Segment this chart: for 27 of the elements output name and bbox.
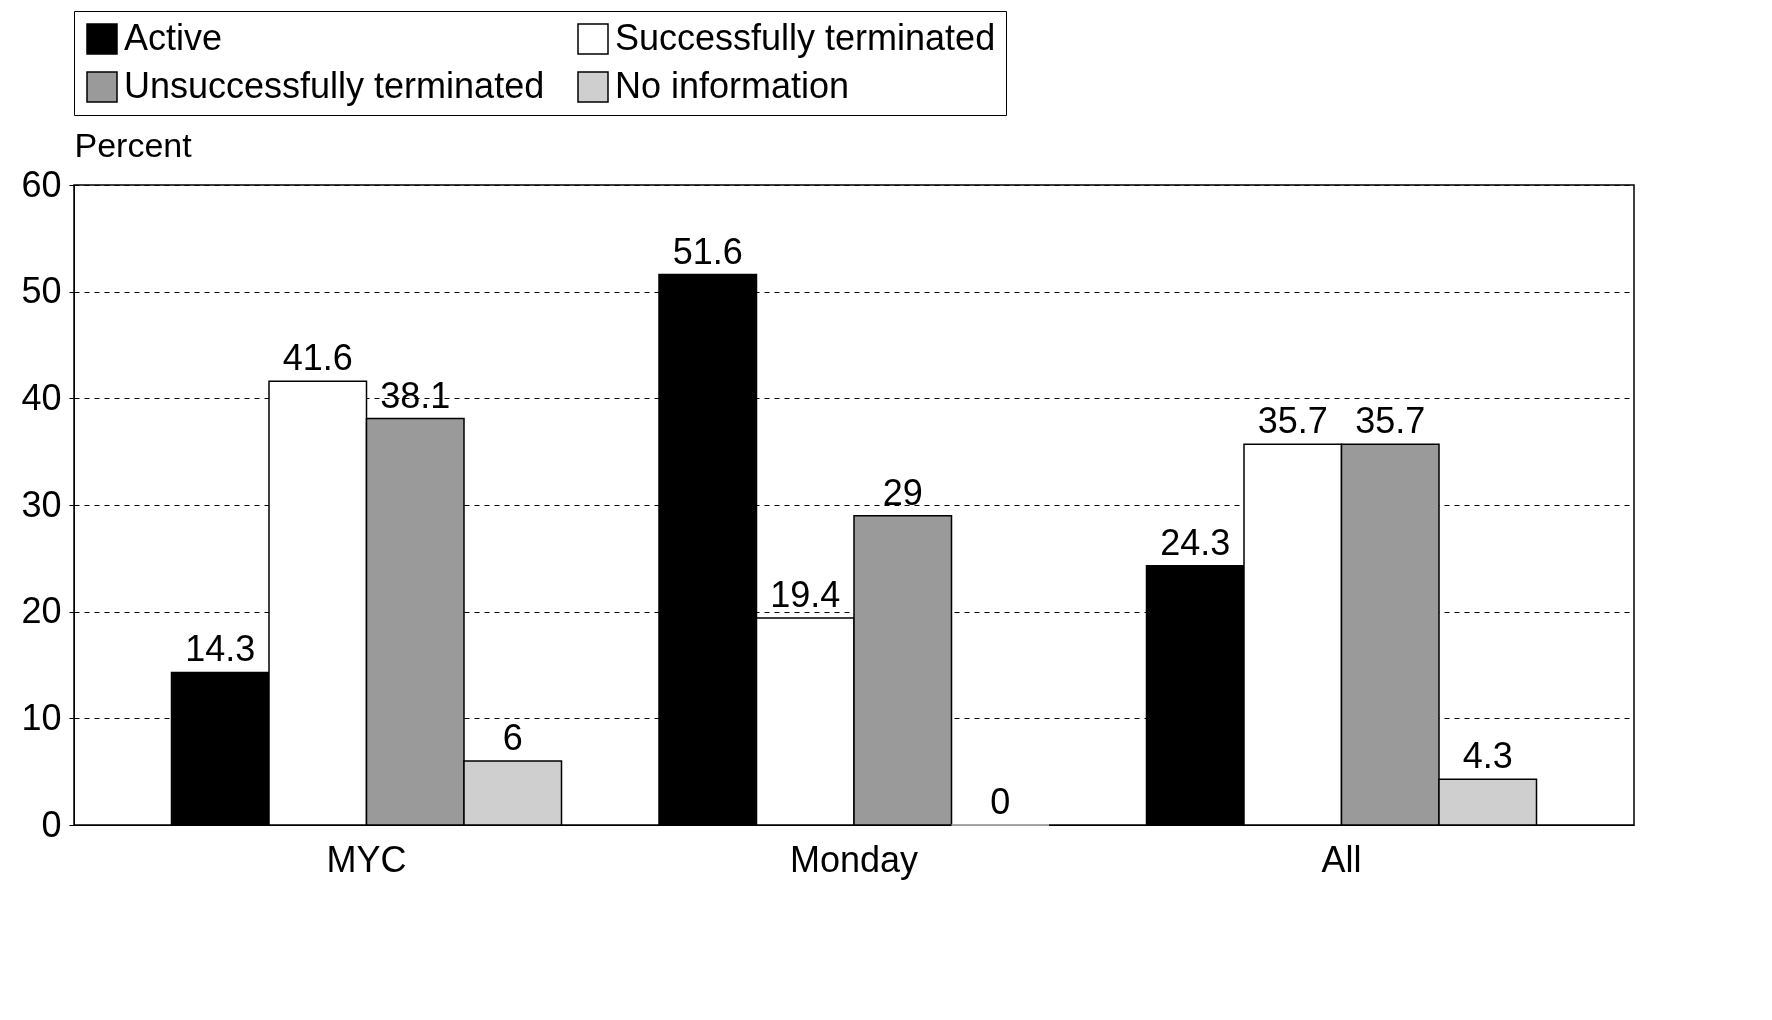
y-tick-label: 30: [21, 483, 62, 525]
x-tick-label: Monday: [789, 838, 919, 880]
data-label: 29: [882, 471, 923, 513]
data-label: 24.3: [1160, 521, 1231, 563]
data-label: 38.1: [380, 374, 451, 416]
data-label: 35.7: [1355, 400, 1426, 442]
y-tick-label: 0: [41, 803, 62, 845]
x-tick-label: MYC: [326, 838, 407, 880]
data-label: 14.3: [185, 628, 256, 670]
data-label: 41.6: [282, 337, 353, 379]
y-tick-label: 40: [21, 376, 62, 418]
y-tick-label: 10: [21, 696, 62, 738]
y-tick-label: 50: [21, 270, 62, 312]
legend-label: Unsuccessfully terminated: [124, 65, 545, 106]
data-label: 35.7: [1257, 400, 1328, 442]
x-tick-label: All: [1321, 838, 1362, 880]
legend-label: No information: [615, 65, 850, 106]
y-tick-label: 20: [21, 590, 62, 632]
data-label: 6: [502, 717, 523, 758]
legend-label: Active: [124, 17, 223, 58]
legend-label: Successfully terminated: [615, 17, 996, 58]
data-label: 19.4: [770, 574, 841, 616]
data-label: 4.3: [1462, 735, 1513, 777]
y-axis-title: Percent: [74, 125, 193, 164]
y-tick-label: 60: [21, 163, 62, 205]
data-label: 51.6: [672, 230, 743, 272]
data-label: 0: [990, 781, 1011, 822]
